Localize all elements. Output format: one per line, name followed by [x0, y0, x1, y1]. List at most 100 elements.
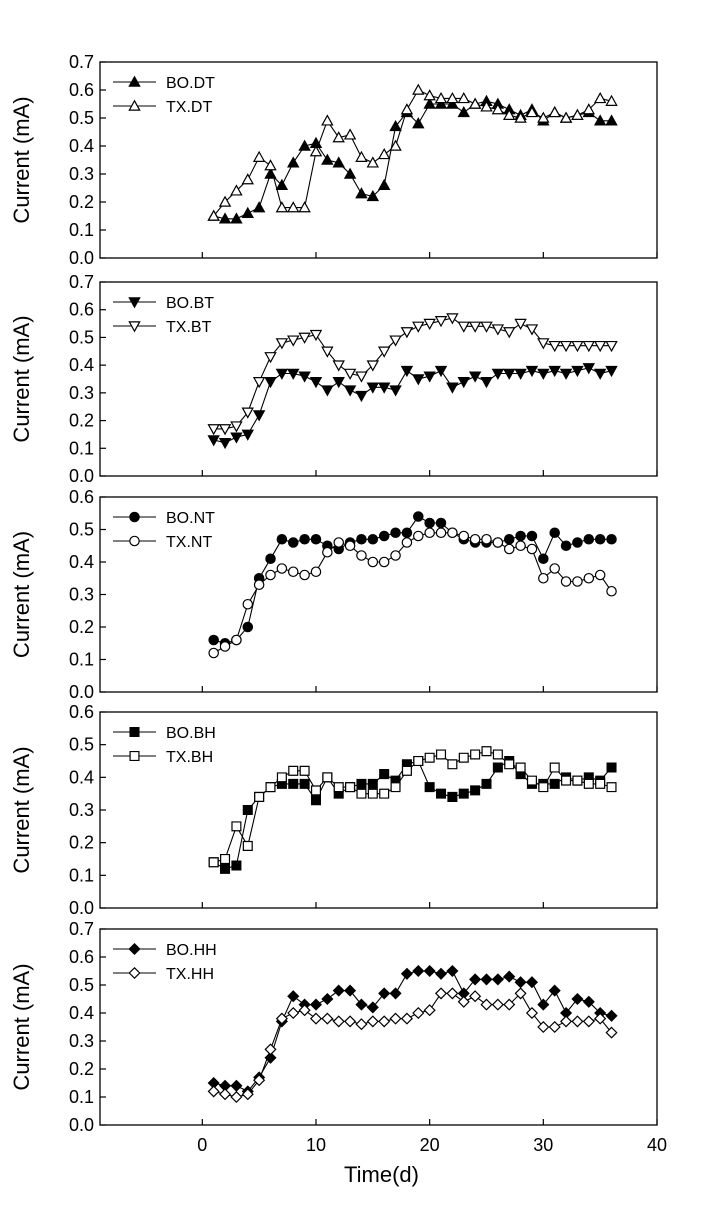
data-point [446, 382, 459, 394]
data-point [447, 791, 458, 802]
legend-label: BO.BT [166, 295, 214, 312]
data-point [436, 749, 447, 760]
y-tick-label: 0.0 [69, 898, 94, 918]
data-point [298, 139, 311, 151]
data-point [366, 360, 380, 372]
data-point [231, 860, 242, 871]
data-point [356, 550, 367, 561]
data-point [207, 435, 220, 447]
data-point [264, 159, 277, 171]
data-point [435, 517, 447, 529]
plot-frame [99, 61, 658, 259]
y-axis-label: Current (mA) [9, 963, 34, 1090]
data-point [492, 762, 503, 773]
y-tick-label: 0.6 [69, 80, 94, 100]
panels: 0.0 0.1 0.2 0.3 0.4 0.5 0.6 0.7 Current (mA) BO.D… [9, 52, 667, 1155]
data-point [332, 131, 345, 143]
data-point [208, 634, 219, 646]
data-point [423, 318, 436, 331]
data-point [242, 804, 253, 816]
series-line [213, 992, 612, 1098]
data-point [400, 103, 414, 115]
data-point [525, 324, 539, 336]
data-point [503, 108, 516, 120]
data-point [218, 212, 232, 224]
data-point [207, 209, 220, 221]
data-point [548, 365, 561, 378]
data-point [366, 189, 380, 202]
data-point [390, 782, 401, 793]
data-point [412, 374, 425, 386]
data-point [582, 340, 596, 353]
data-point [548, 340, 561, 353]
legend-entry: BO.BH [113, 725, 216, 742]
data-point [287, 201, 300, 213]
data-point [241, 206, 254, 218]
series-tx-bt [207, 313, 618, 436]
data-point [560, 540, 572, 552]
data-point [400, 327, 414, 339]
data-point [413, 755, 424, 767]
y-tick-label: 0.0 [69, 248, 94, 268]
panel-4: 0.0 0.1 0.2 0.3 0.4 0.5 0.6 Current (mA) BO.BH TX… [9, 702, 658, 918]
panel-5: 0.0 0.1 0.2 0.3 0.4 0.5 0.6 0.7 Current (mA) BO.H… [9, 919, 667, 1155]
x-tick-label: 10 [306, 1135, 326, 1155]
data-point [366, 382, 380, 394]
data-point [242, 840, 253, 851]
x-tick-label: 40 [647, 1135, 667, 1155]
legend-entry: BO.NT [113, 510, 215, 527]
series-line [213, 532, 612, 654]
data-point [446, 987, 459, 1000]
data-point [582, 995, 595, 1008]
data-point [491, 368, 505, 380]
y-tick-label: 0.4 [69, 355, 94, 375]
data-point [605, 340, 618, 353]
series-tx-bh [208, 746, 617, 868]
y-tick-label: 0.7 [69, 272, 94, 292]
data-point [321, 346, 334, 358]
data-point [276, 772, 287, 783]
data-point [469, 973, 482, 986]
legend-entry: BO.HH [113, 942, 217, 959]
data-point [583, 778, 594, 789]
data-point [571, 992, 584, 1006]
y-tick-label: 0.3 [69, 383, 94, 403]
data-point [434, 967, 448, 980]
data-point [220, 863, 231, 874]
data-point [276, 563, 288, 574]
data-point [538, 782, 549, 793]
data-point [457, 377, 470, 389]
data-point [503, 368, 516, 380]
y-tick-label: 0.0 [69, 466, 94, 486]
y-tick-label: 0.5 [69, 975, 94, 995]
y-tick-label: 0.6 [69, 702, 94, 722]
data-point [378, 1015, 391, 1028]
y-tick-label: 0.1 [69, 865, 94, 885]
y-tick-label: 0.4 [69, 767, 94, 787]
data-point [491, 973, 504, 986]
data-point [447, 527, 458, 539]
data-point [355, 371, 368, 383]
data-point [606, 762, 617, 773]
data-point [389, 119, 402, 132]
y-tick-label: 0.7 [69, 52, 94, 72]
data-point [549, 563, 560, 574]
data-point [356, 778, 367, 789]
data-point [218, 424, 232, 436]
data-point [560, 1015, 573, 1028]
data-point [287, 335, 300, 347]
y-tick-label: 0.5 [69, 520, 94, 540]
data-point [208, 857, 219, 868]
x-tick-label: 30 [533, 1135, 553, 1155]
data-point [367, 788, 378, 799]
legend-label: BO.HH [166, 942, 217, 959]
data-point [492, 537, 504, 548]
data-point [389, 1012, 402, 1025]
data-point [298, 332, 311, 344]
series-tx-nt [208, 527, 617, 659]
data-point [412, 1006, 425, 1020]
data-point [275, 178, 289, 190]
data-point [435, 527, 447, 539]
data-point [298, 1004, 311, 1017]
data-point [446, 964, 459, 978]
